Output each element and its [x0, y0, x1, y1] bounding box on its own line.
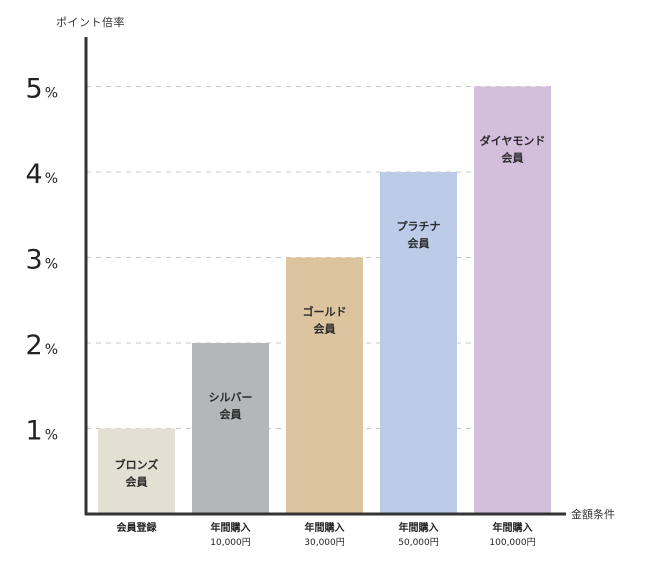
x-tick-sublabel: 30,000円 [304, 537, 345, 548]
bar [474, 86, 551, 514]
bar-label-tier: ゴールド [303, 305, 347, 319]
x-tick-sublabel: 10,000円 [210, 537, 251, 548]
y-tick-label: 3% [26, 245, 59, 276]
x-tick-label: 年間購入 [493, 521, 533, 534]
bar-label-tier: ダイヤモンド [480, 134, 546, 148]
x-tick-label: 年間購入 [399, 521, 439, 534]
bar-label-member: 会員 [408, 236, 430, 250]
bar-label-member: 会員 [126, 474, 148, 488]
y-tick-label: 4% [26, 159, 59, 190]
bar [192, 343, 269, 514]
bar-label-tier: ブロンズ [115, 457, 159, 471]
y-tick-label: 1% [26, 416, 59, 447]
x-tick-label: 年間購入 [305, 521, 345, 534]
y-tick-label: 5% [26, 74, 59, 105]
x-tick-label: 年間購入 [211, 521, 251, 534]
bar-label-tier: プラチナ [397, 219, 441, 233]
x-tick-label: 会員登録 [117, 521, 158, 534]
x-tick-sublabel: 50,000円 [398, 537, 439, 548]
x-axis-title: 金額条件 [571, 508, 615, 521]
y-tick-label: 2% [26, 330, 59, 361]
bar [380, 172, 457, 514]
bar-label-member: 会員 [502, 151, 524, 165]
bar-label-tier: シルバー [209, 391, 253, 404]
bar-label-member: 会員 [220, 407, 242, 421]
x-tick-sublabel: 100,000円 [489, 537, 535, 548]
y-axis-title: ポイント倍率 [56, 16, 125, 29]
bar [98, 428, 175, 514]
bar [286, 257, 363, 514]
bar-label-member: 会員 [314, 322, 336, 336]
